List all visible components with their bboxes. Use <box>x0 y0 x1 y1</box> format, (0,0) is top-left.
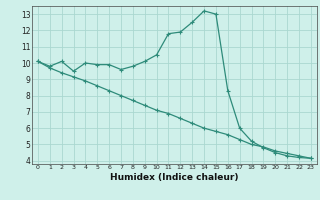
X-axis label: Humidex (Indice chaleur): Humidex (Indice chaleur) <box>110 173 239 182</box>
